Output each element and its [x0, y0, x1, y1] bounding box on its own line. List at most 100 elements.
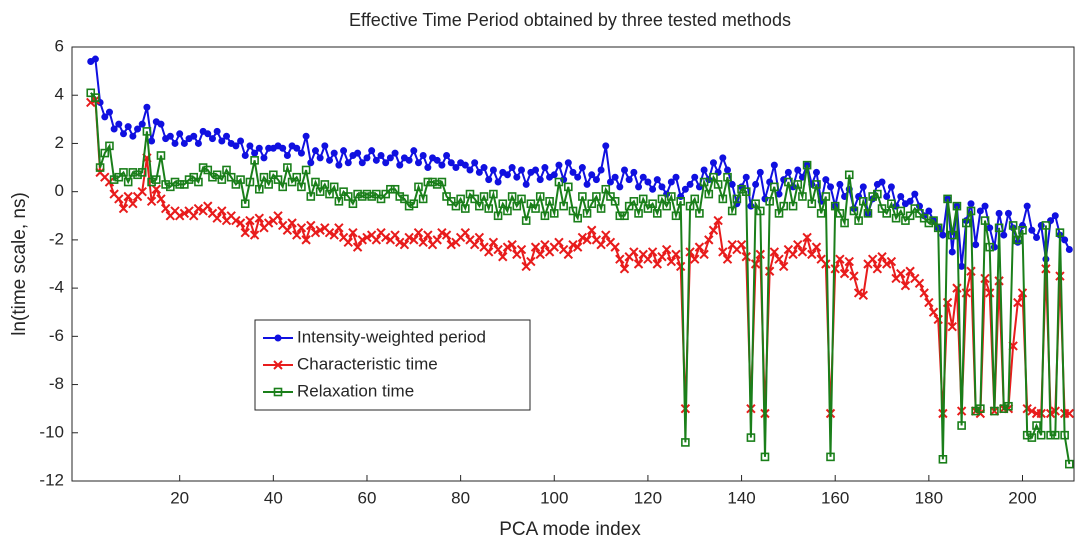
marker [849, 206, 859, 216]
marker [160, 203, 171, 214]
marker [222, 165, 231, 175]
marker [827, 183, 835, 191]
marker [330, 149, 338, 157]
marker [755, 206, 765, 216]
marker [254, 184, 264, 194]
marker [287, 218, 297, 228]
marker [972, 241, 980, 249]
marker [517, 194, 526, 204]
marker [705, 176, 713, 184]
marker [905, 211, 915, 221]
x-tick-label: 100 [540, 488, 568, 507]
marker [1051, 212, 1059, 220]
marker [704, 235, 714, 245]
marker [282, 225, 293, 235]
marker [835, 209, 845, 218]
marker [474, 232, 485, 243]
marker [616, 183, 624, 191]
marker [746, 433, 756, 442]
marker [475, 168, 483, 176]
marker [569, 168, 577, 176]
marker [756, 168, 764, 176]
marker [423, 230, 433, 240]
marker [541, 164, 549, 172]
marker [1041, 221, 1051, 230]
marker [1065, 459, 1074, 469]
marker [723, 172, 732, 182]
marker [830, 264, 840, 274]
marker [348, 227, 358, 238]
marker [287, 177, 297, 187]
marker [194, 139, 202, 147]
x-tick-label: 40 [264, 488, 283, 507]
marker [559, 201, 568, 211]
marker [741, 187, 751, 196]
marker [418, 237, 428, 248]
marker [690, 254, 700, 264]
marker [639, 173, 647, 181]
marker [372, 156, 380, 164]
marker [1032, 421, 1041, 430]
marker [638, 194, 648, 204]
marker [802, 160, 812, 170]
marker [812, 180, 821, 189]
marker [780, 176, 788, 184]
marker [203, 165, 213, 175]
marker [311, 177, 320, 187]
marker [507, 240, 517, 250]
legend-label: Characteristic time [297, 354, 438, 373]
marker [887, 183, 895, 191]
marker [105, 108, 113, 116]
marker [1003, 403, 1014, 414]
marker [924, 218, 934, 228]
marker [471, 159, 479, 167]
marker [793, 240, 803, 250]
marker [179, 208, 190, 219]
marker [530, 242, 541, 252]
marker [231, 180, 241, 189]
marker [999, 404, 1009, 413]
marker [428, 177, 437, 187]
marker [742, 173, 750, 181]
marker [255, 144, 263, 152]
marker [362, 189, 372, 199]
marker [480, 164, 488, 172]
marker [985, 242, 995, 252]
x-tick-label: 160 [821, 488, 849, 507]
marker [109, 175, 119, 184]
y-tick-label: 4 [55, 85, 64, 104]
marker [1064, 408, 1075, 419]
marker [343, 192, 353, 201]
marker [601, 184, 611, 194]
legend: Intensity-weighted period Characteristic … [254, 319, 531, 411]
marker [578, 164, 586, 172]
marker [161, 180, 170, 189]
marker [95, 163, 105, 172]
marker [488, 237, 499, 248]
marker [812, 168, 820, 176]
marker [274, 334, 282, 342]
marker [526, 199, 536, 209]
marker [830, 201, 840, 211]
marker [760, 452, 770, 462]
marker [157, 120, 165, 128]
marker [354, 149, 362, 157]
marker [148, 137, 156, 145]
marker [958, 262, 966, 270]
marker [470, 194, 479, 204]
marker [619, 264, 630, 274]
marker [512, 201, 522, 211]
marker [858, 290, 869, 301]
marker [925, 207, 933, 215]
marker [357, 192, 367, 201]
marker [596, 204, 606, 213]
marker [217, 175, 227, 184]
marker [508, 164, 516, 172]
marker [443, 152, 451, 159]
marker [507, 192, 517, 201]
marker [985, 288, 995, 298]
marker [307, 159, 315, 167]
marker [649, 185, 657, 193]
marker [105, 141, 114, 151]
marker [395, 192, 405, 201]
